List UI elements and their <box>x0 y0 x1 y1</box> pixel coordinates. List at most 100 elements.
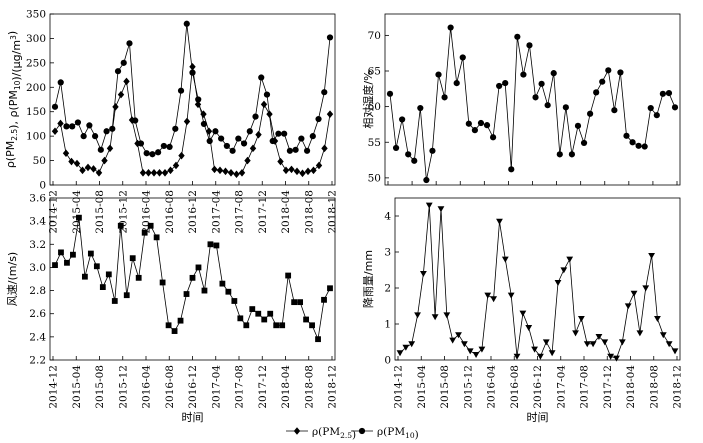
data-point <box>183 20 190 27</box>
data-point <box>62 149 70 158</box>
x-tick-label: 2015-12 <box>462 365 474 409</box>
data-point <box>200 110 207 118</box>
legend-label: ρ(PM2.5) <box>312 426 356 441</box>
y-tick-label: 1 <box>384 319 391 331</box>
data-point <box>441 94 448 101</box>
series-2 <box>51 20 334 158</box>
data-point <box>189 62 196 71</box>
x-tick-label: 2016-12 <box>187 190 199 234</box>
x-tick-label: 2015-04 <box>71 365 83 409</box>
data-point <box>79 166 86 175</box>
x-tick-label: 2016-12 <box>187 365 199 409</box>
x-tick-label: 2017-08 <box>234 190 246 234</box>
data-point <box>123 292 130 299</box>
data-point <box>526 42 533 49</box>
data-point <box>155 149 162 156</box>
data-point <box>135 274 142 281</box>
x-tick-label: 2014-12 <box>48 365 60 409</box>
data-point <box>665 341 673 348</box>
plot-frame <box>384 13 681 186</box>
data-point <box>659 90 666 97</box>
y-tick-label: 3.4 <box>29 216 46 228</box>
data-point <box>57 119 64 128</box>
data-point <box>327 285 333 292</box>
data-point <box>177 317 184 324</box>
data-point <box>502 80 509 87</box>
data-point <box>95 168 103 177</box>
data-point <box>310 166 317 175</box>
data-point <box>402 344 410 351</box>
data-point <box>240 140 248 147</box>
data-point <box>117 222 124 229</box>
y-tick-label: 350 <box>26 9 46 21</box>
data-point <box>51 103 59 110</box>
x-tick-label: 2017-08 <box>579 365 591 409</box>
x-tick-label: 2015-08 <box>439 365 451 409</box>
data-point <box>243 322 250 329</box>
data-point <box>291 299 298 306</box>
data-point <box>128 116 136 124</box>
y-tick-label: 150 <box>26 106 46 118</box>
y-tick-label: 2.8 <box>29 285 46 297</box>
data-point <box>137 140 145 147</box>
y-tick-label: 3.2 <box>29 239 46 251</box>
data-point <box>514 33 521 40</box>
data-point <box>574 122 582 129</box>
data-point <box>84 163 92 172</box>
series-1 <box>52 214 333 343</box>
y-tick-label: 3 <box>384 247 391 259</box>
x-tick-label: 2017-12 <box>257 365 269 409</box>
data-point <box>277 157 284 166</box>
data-point <box>237 315 244 322</box>
data-point <box>471 127 478 134</box>
data-point <box>281 130 288 137</box>
data-point <box>218 135 225 142</box>
data-point <box>568 151 576 158</box>
data-point <box>587 110 594 117</box>
data-point <box>86 122 93 129</box>
data-point <box>161 168 169 177</box>
data-point <box>246 128 253 135</box>
data-point <box>123 77 130 86</box>
x-tick-label: 2018-12 <box>672 365 684 409</box>
data-point <box>321 89 328 96</box>
data-point <box>141 229 148 236</box>
x-tick-label: 2018-08 <box>303 190 315 234</box>
data-point <box>76 214 82 221</box>
data-point <box>58 249 64 256</box>
data-point <box>260 100 268 109</box>
data-point <box>298 135 305 142</box>
data-point <box>613 355 620 362</box>
y-tick-label: 200 <box>26 82 46 94</box>
data-point <box>165 322 172 329</box>
data-point <box>117 90 125 99</box>
data-point <box>635 142 642 149</box>
legend-label: ρ(PM10) <box>377 426 419 441</box>
data-point <box>542 339 550 346</box>
data-point <box>205 127 213 136</box>
x-tick-label: 2016-12 <box>532 365 544 409</box>
series-1 <box>51 62 334 179</box>
series-line <box>399 205 676 359</box>
data-point <box>189 274 196 281</box>
data-point <box>216 166 224 175</box>
data-point <box>309 133 316 140</box>
data-point <box>219 280 226 287</box>
data-point <box>273 322 280 329</box>
data-point <box>531 346 538 353</box>
data-point <box>653 112 660 119</box>
data-point <box>315 161 323 170</box>
data-point <box>405 151 412 158</box>
data-point <box>178 151 185 160</box>
y-tick-label: 250 <box>26 57 46 69</box>
data-point <box>431 314 439 321</box>
data-point <box>255 130 262 139</box>
data-point <box>261 316 268 323</box>
x-tick-label: 2016-08 <box>164 365 176 409</box>
data-point <box>275 130 282 137</box>
data-point <box>195 96 202 103</box>
data-point <box>172 161 180 170</box>
data-point <box>303 147 311 154</box>
data-point <box>321 296 327 303</box>
